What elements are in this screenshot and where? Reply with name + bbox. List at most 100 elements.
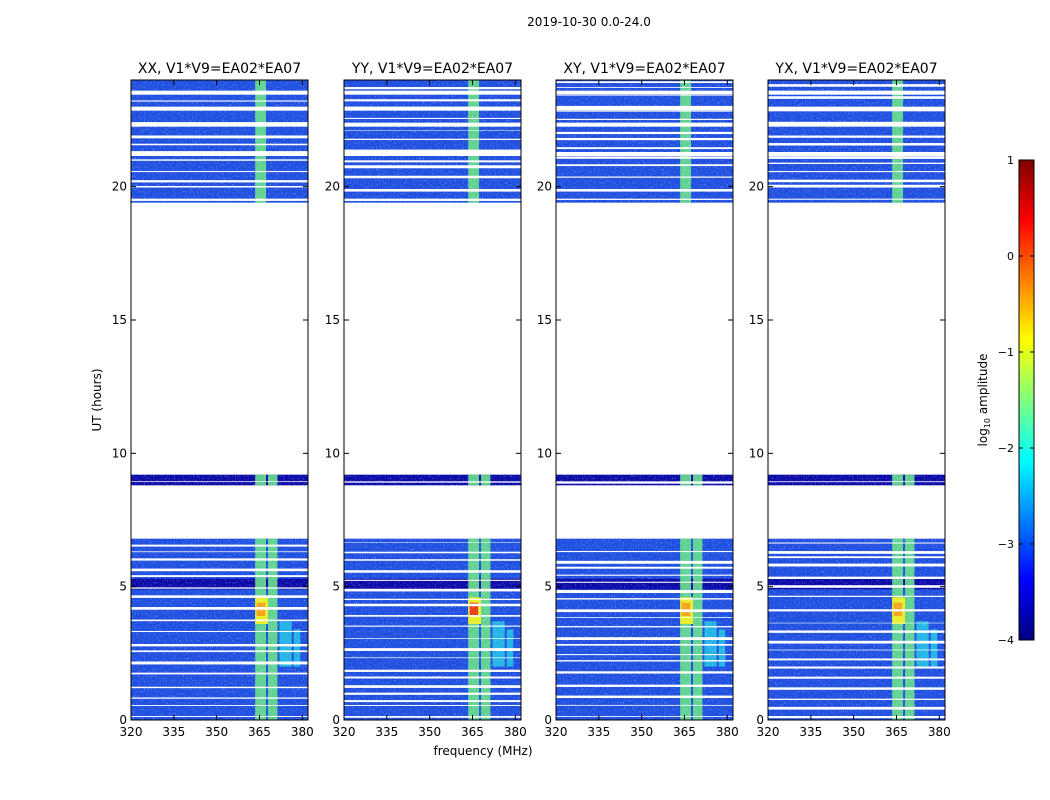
x-tick-label: 380 <box>716 725 739 739</box>
x-tick-label: 335 <box>162 725 185 739</box>
flagged-line <box>768 135 945 138</box>
flagged-line <box>344 152 521 156</box>
flagged-line <box>768 179 945 183</box>
flagged-line <box>556 176 733 178</box>
panel-title: YY, V1*V9=EA02*EA07 <box>351 61 513 77</box>
flagged-line <box>556 198 733 200</box>
noise-texture <box>768 80 945 203</box>
x-tick-label: 335 <box>587 725 610 739</box>
flagged-line <box>131 697 308 699</box>
flagged-line <box>344 657 521 659</box>
flagged-line <box>556 566 733 569</box>
flagged-line <box>344 117 521 120</box>
flagged-line <box>131 185 308 188</box>
flagged-line <box>344 189 521 192</box>
flagged-line <box>344 603 521 607</box>
flagged-line <box>556 626 733 628</box>
y-tick-label: 20 <box>112 180 127 194</box>
flagged-line <box>556 598 733 600</box>
flagged-line <box>768 198 945 200</box>
y-tick-label: 5 <box>332 580 340 594</box>
flagged-line <box>344 138 521 140</box>
flagged-line <box>556 550 733 553</box>
y-tick-label: 0 <box>756 713 764 727</box>
x-tick-label: 350 <box>205 725 228 739</box>
flagged-line <box>131 568 308 572</box>
flagged-line <box>344 570 521 573</box>
y-tick-label: 15 <box>749 313 764 327</box>
flagged-line <box>344 160 521 163</box>
flagged-line <box>556 654 733 656</box>
flagged-line <box>556 95 733 96</box>
panel-xy: XY, V1*V9=EA02*EA07 320 335 350 365 380 0 5 10 15… <box>537 61 739 739</box>
flagged-line <box>344 481 521 483</box>
flagged-line <box>556 118 733 120</box>
flagged-line <box>556 581 733 583</box>
flagged-line <box>556 131 733 135</box>
flagged-line <box>556 643 733 646</box>
flagged-line <box>768 563 945 567</box>
flagged-line <box>131 551 308 553</box>
flagged-line <box>131 122 308 127</box>
colorbar-gradient <box>1018 159 1035 641</box>
flagged-line <box>556 189 733 192</box>
flagged-line <box>768 609 945 612</box>
flagged-line <box>131 180 308 183</box>
colorbar-tick-label: −3 <box>998 538 1014 551</box>
flagged-line <box>768 122 945 127</box>
flagged-line <box>768 110 945 112</box>
x-axis-label: frequency (MHz) <box>433 744 532 758</box>
flagged-line <box>556 660 733 662</box>
flagged-line <box>556 481 733 484</box>
panel-yx: YX, V1*V9=EA02*EA07 320 335 350 365 380 0 5 10 15… <box>749 61 951 739</box>
panel-title: XX, V1*V9=EA02*EA07 <box>138 61 301 77</box>
colorbar-tick-label: −1 <box>998 346 1014 359</box>
flagged-line <box>344 130 521 131</box>
noise-texture <box>344 80 521 203</box>
x-tick-label: 365 <box>248 725 271 739</box>
x-tick-label: 320 <box>545 725 568 739</box>
y-tick-label: 0 <box>332 713 340 727</box>
panel-title: YX, V1*V9=EA02*EA07 <box>774 61 937 77</box>
flagged-line <box>768 156 945 159</box>
y-tick-label: 20 <box>537 180 552 194</box>
flagged-line <box>344 87 521 90</box>
flagged-line <box>131 705 308 706</box>
colorbar-tick-label: −4 <box>998 634 1014 647</box>
flagged-line <box>131 661 308 665</box>
flagged-line <box>344 99 521 102</box>
flagged-line <box>768 551 945 554</box>
flagged-line <box>556 90 733 95</box>
x-tick-label: 380 <box>928 725 951 739</box>
flagged-line <box>131 170 308 173</box>
flagged-line <box>131 143 308 146</box>
flagged-line <box>131 558 308 561</box>
flagged-line <box>768 96 945 99</box>
flagged-line <box>768 162 945 164</box>
flagged-line <box>131 716 308 717</box>
x-tick-label: 320 <box>333 725 356 739</box>
flagged-line <box>768 649 945 651</box>
panel-yy: YY, V1*V9=EA02*EA07 320 335 350 365 380 0 5 10 15… <box>325 61 527 739</box>
y-tick-label: 10 <box>112 446 127 460</box>
x-tick-label: 335 <box>375 725 398 739</box>
flagged-line <box>131 575 308 578</box>
noise-texture <box>344 474 521 486</box>
flagged-line <box>768 84 945 87</box>
y-tick-label: 20 <box>749 180 764 194</box>
colorbar-tick-label: −2 <box>998 442 1014 455</box>
flagged-line <box>344 551 521 554</box>
flagged-line <box>344 598 521 601</box>
flagged-line <box>768 576 945 579</box>
flagged-line <box>556 671 733 674</box>
flagged-line <box>556 609 733 613</box>
flagged-line <box>344 716 521 718</box>
flagged-line <box>768 143 945 146</box>
flagged-line <box>556 137 733 141</box>
flagged-line <box>131 135 308 139</box>
flagged-line <box>768 542 945 544</box>
flagged-line <box>768 481 945 483</box>
flagged-line <box>131 686 308 689</box>
flagged-line <box>344 579 521 581</box>
